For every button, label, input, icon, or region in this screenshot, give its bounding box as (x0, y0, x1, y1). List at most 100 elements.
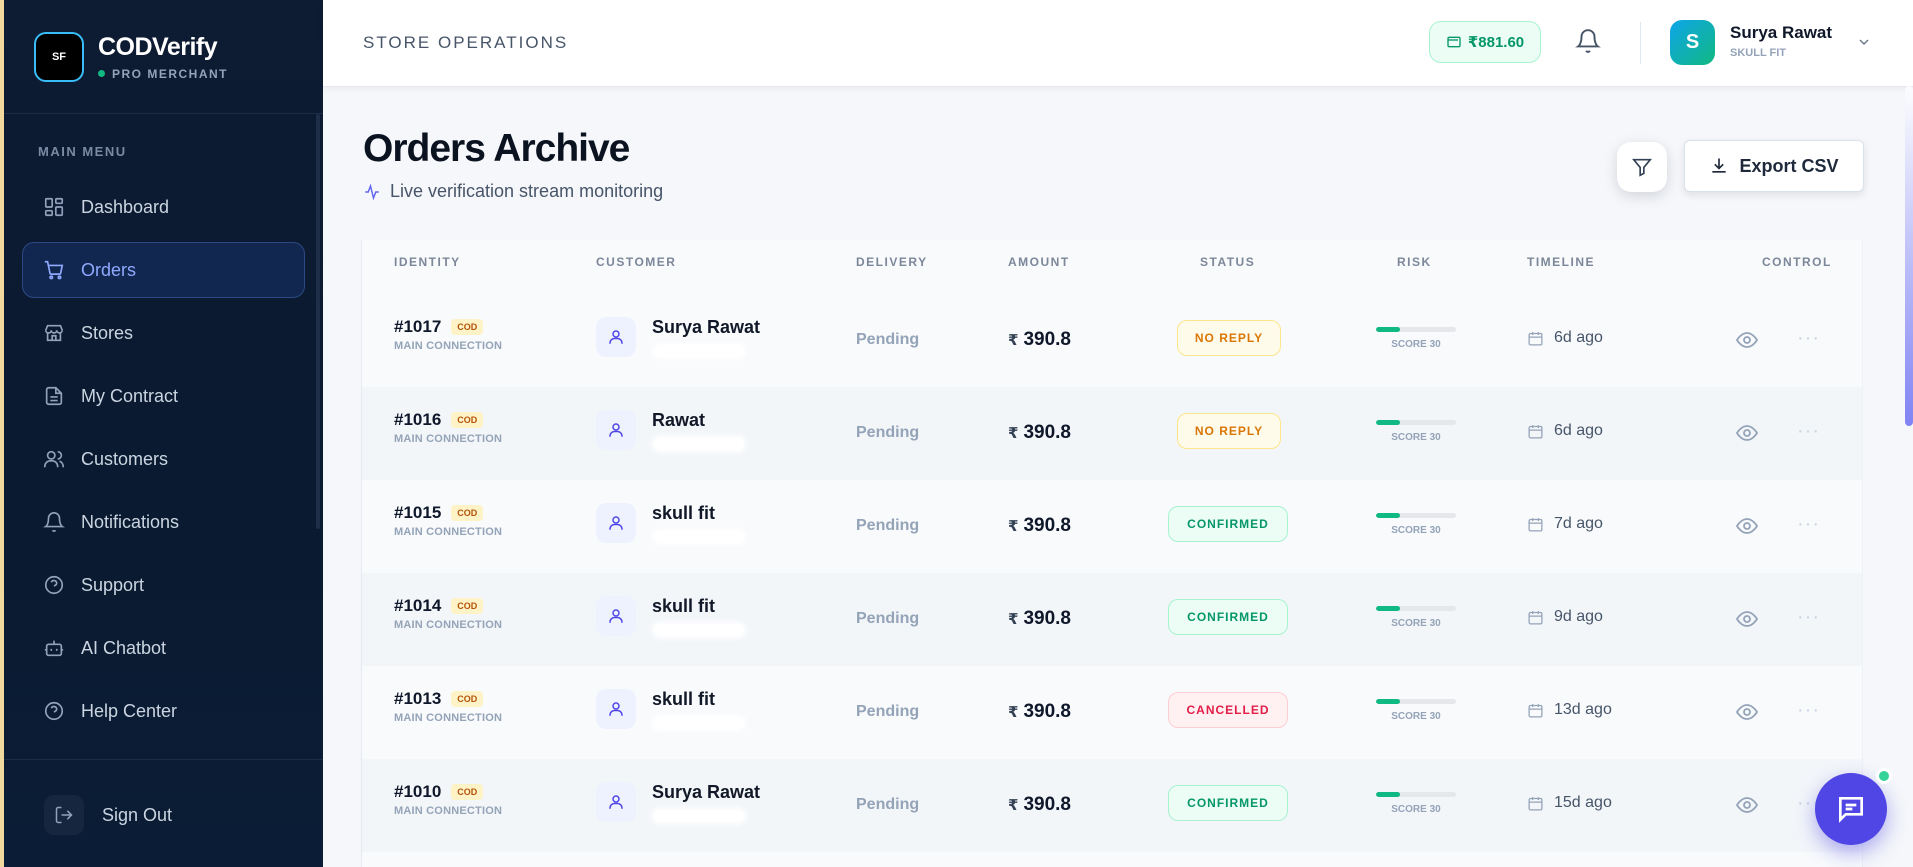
order-id-text[interactable]: #1010 (394, 782, 442, 801)
eye-icon (1735, 704, 1759, 720)
currency-symbol: ₹ (1008, 518, 1019, 535)
customer-name[interactable]: skull fit (652, 689, 716, 709)
customer-avatar (596, 317, 636, 357)
user-menu-toggle[interactable] (1856, 34, 1872, 55)
sidebar-item-notifications[interactable]: Notifications (22, 494, 305, 550)
page-subtitle: Live verification stream monitoring (363, 181, 663, 202)
view-order-button[interactable] (1735, 700, 1759, 729)
customer-name[interactable]: skull fit (652, 596, 716, 616)
plan-badge: PRO MERCHANT (98, 67, 228, 81)
currency-symbol: ₹ (1008, 704, 1019, 721)
order-id[interactable]: #1014 COD (394, 596, 484, 616)
amount-value: 390.8 (1023, 794, 1071, 815)
order-id[interactable]: #1017 COD (394, 317, 484, 337)
status-badge: NO REPLY (1177, 413, 1281, 449)
risk-bar-fill (1376, 327, 1400, 332)
currency-symbol: ₹ (1008, 332, 1019, 349)
customer-name[interactable]: Surya Rawat (652, 317, 761, 337)
user-icon (609, 795, 623, 809)
sidebar-item-dashboard[interactable]: Dashboard (22, 179, 305, 235)
order-id[interactable]: #1013 COD (394, 689, 484, 709)
more-options-button[interactable]: ··· (1797, 420, 1820, 442)
export-csv-button[interactable]: Export CSV (1684, 140, 1864, 192)
view-order-button[interactable] (1735, 328, 1759, 357)
avatar[interactable]: S (1670, 20, 1715, 65)
sidebar-scrollbar[interactable] (316, 114, 320, 529)
redacted-contact (654, 438, 744, 450)
sidebar-footer: Sign Out (4, 759, 323, 867)
delivery-status: Pending (856, 517, 920, 534)
more-options-button[interactable]: ··· (1797, 606, 1820, 628)
cart-icon (44, 260, 64, 280)
wallet-balance-button[interactable]: ₹881.60 (1429, 21, 1541, 63)
table-row[interactable]: #1013 COD MAIN CONNECTION skull fit Pending ₹… (362, 666, 1862, 759)
connection-label: MAIN CONNECTION (394, 526, 503, 538)
sidebar-item-label: Orders (81, 259, 137, 280)
order-id-text[interactable]: #1016 (394, 410, 442, 429)
view-order-button[interactable] (1735, 421, 1759, 450)
download-icon (1712, 158, 1727, 173)
delivery-status: Pending (856, 796, 920, 813)
brand-logo[interactable]: SF (34, 31, 84, 82)
page-scrollbar[interactable] (1905, 86, 1913, 426)
payment-badge: COD (451, 598, 484, 614)
more-options-button[interactable]: ··· (1797, 513, 1820, 535)
more-options-button[interactable]: ··· (1797, 327, 1820, 349)
order-id-text[interactable]: #1017 (394, 317, 442, 336)
connection-label: MAIN CONNECTION (394, 805, 503, 817)
sidebar-item-help-center[interactable]: Help Center (22, 683, 305, 739)
sidebar-item-customers[interactable]: Customers (22, 431, 305, 487)
customer-name[interactable]: Surya Rawat (652, 782, 761, 802)
delivery-status: Pending (856, 703, 920, 720)
customer-name[interactable]: Rawat (652, 410, 706, 430)
user-name[interactable]: Surya Rawat (1730, 23, 1833, 42)
amount-value: 390.8 (1023, 329, 1071, 350)
sidebar-item-my-contract[interactable]: My Contract (22, 368, 305, 424)
payment-badge: COD (451, 319, 484, 335)
sidebar-item-orders[interactable]: Orders (22, 242, 305, 298)
risk-bar (1376, 792, 1456, 797)
filter-button[interactable] (1617, 142, 1667, 192)
customer-name[interactable]: skull fit (652, 503, 716, 523)
view-order-button[interactable] (1735, 793, 1759, 822)
timeline-text: 6d ago (1554, 422, 1603, 439)
sidebar-item-stores[interactable]: Stores (22, 305, 305, 361)
notifications-button[interactable] (1575, 28, 1603, 56)
risk-score: SCORE 30 (1391, 804, 1441, 815)
sidebar-item-support[interactable]: Support (22, 557, 305, 613)
order-id-text[interactable]: #1013 (394, 689, 442, 708)
users-icon (44, 450, 64, 468)
calendar-icon (1528, 424, 1543, 439)
order-id[interactable]: #1015 COD (394, 503, 484, 523)
chat-button[interactable] (1815, 773, 1887, 845)
view-order-button[interactable] (1735, 607, 1759, 636)
order-id[interactable]: #1016 COD (394, 410, 484, 430)
table-row[interactable]: #1015 COD MAIN CONNECTION skull fit Pending ₹… (362, 480, 1862, 573)
table-row[interactable]: #1010 COD MAIN CONNECTION Surya Rawat Pendin… (362, 759, 1862, 852)
risk-score: SCORE 30 (1391, 432, 1441, 443)
sign-out-button[interactable]: Sign Out (44, 795, 172, 835)
customer-avatar (596, 503, 636, 543)
sign-out-icon-box (44, 795, 84, 835)
table-row[interactable]: #1016 COD MAIN CONNECTION Rawat Pending ₹390.… (362, 387, 1862, 480)
order-timeline: 7d ago (1527, 515, 1603, 533)
top-bar: STORE OPERATIONS ₹881.60 S Surya Rawat S… (323, 0, 1913, 87)
table-row[interactable]: #1017 COD MAIN CONNECTION Surya Rawat Pendin… (362, 294, 1862, 387)
order-id-text[interactable]: #1015 (394, 503, 442, 522)
order-id[interactable]: #1010 COD (394, 782, 484, 802)
column-header-timeline: TIMELINE (1527, 255, 1595, 269)
view-order-button[interactable] (1735, 514, 1759, 543)
order-id-text[interactable]: #1014 (394, 596, 442, 615)
store-icon (44, 324, 64, 342)
status-badge: CANCELLED (1168, 692, 1288, 728)
calendar-icon (1528, 517, 1543, 532)
more-options-button[interactable]: ··· (1797, 699, 1820, 721)
status-badge: CONFIRMED (1168, 599, 1288, 635)
chevron-down-icon (1859, 39, 1869, 45)
risk-bar-fill (1376, 792, 1400, 797)
status-badge: NO REPLY (1177, 320, 1281, 356)
sidebar-item-ai-chatbot[interactable]: AI Chatbot (22, 620, 305, 676)
table-row[interactable]: #1014 COD MAIN CONNECTION skull fit Pending ₹… (362, 573, 1862, 666)
more-options-button[interactable]: ··· (1797, 792, 1820, 814)
main-menu: Dashboard Orders Stores My Contract Cust… (4, 179, 323, 739)
